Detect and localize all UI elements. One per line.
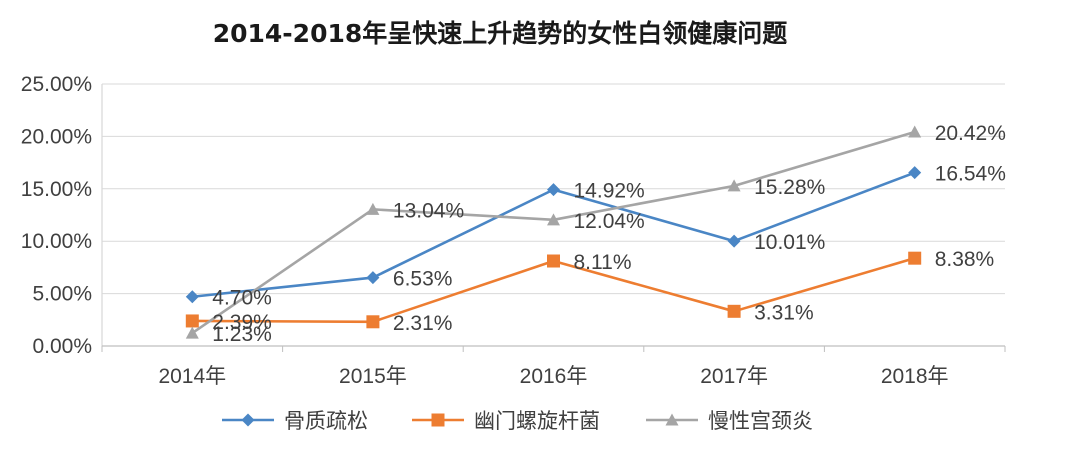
y-tick-label: 15.00% xyxy=(21,178,92,201)
data-label: 2.31% xyxy=(393,312,453,335)
gridlines xyxy=(102,83,1005,295)
legend-label: 骨质疏松 xyxy=(284,409,368,433)
data-label: 12.04% xyxy=(574,210,645,233)
square-marker xyxy=(547,254,560,268)
data-label: 3.31% xyxy=(754,301,814,324)
x-tick-label: 2016年 xyxy=(520,365,588,388)
series-square xyxy=(185,251,922,329)
triangle-marker xyxy=(366,202,380,215)
triangle-marker xyxy=(547,213,560,226)
series-layer xyxy=(185,125,922,339)
legend-entry: 骨质疏松 xyxy=(222,409,368,433)
square-marker xyxy=(908,251,922,265)
triangle-marker xyxy=(665,413,679,426)
data-label: 15.28% xyxy=(754,176,825,199)
x-tick-label: 2015年 xyxy=(339,365,407,388)
y-tick-label: 5.00% xyxy=(32,283,92,306)
triangle-marker xyxy=(727,179,741,192)
legend-label: 幽门螺旋杆菌 xyxy=(474,409,600,433)
diamond-marker xyxy=(366,271,380,285)
legend-entry: 慢性宫颈炎 xyxy=(646,409,813,433)
data-labels: 4.70% 6.53% 14.92% 10.01% 16.54% 2.39% 2.31% 8.… xyxy=(212,122,1006,346)
data-label: 13.04% xyxy=(393,199,464,222)
data-label: 10.01% xyxy=(754,231,825,254)
x-tick-label: 2014年 xyxy=(158,365,226,388)
data-label: 8.38% xyxy=(935,248,995,271)
diamond-marker xyxy=(547,183,560,197)
y-tick-label: 20.00% xyxy=(21,125,92,148)
diamond-marker xyxy=(185,290,199,304)
square-marker xyxy=(727,304,741,318)
data-label: 2.39% xyxy=(212,311,272,334)
diamond-marker xyxy=(241,413,255,427)
y-tick-label: 10.00% xyxy=(21,230,92,253)
y-tick-label: 25.00% xyxy=(21,73,92,96)
series-diamond xyxy=(185,166,922,304)
square-marker xyxy=(431,413,445,427)
square-marker xyxy=(185,314,199,328)
square-marker xyxy=(366,315,380,329)
triangle-marker xyxy=(908,125,922,138)
x-tick-label: 2018年 xyxy=(881,365,949,388)
data-label: 8.11% xyxy=(574,251,632,274)
x-tick-label: 2017年 xyxy=(700,365,768,388)
axes: 0.00% 5.00% 10.00% 15.00% 20.00% 25.00% 2014年 2… xyxy=(21,73,1006,388)
y-tick-label: 0.00% xyxy=(32,335,92,358)
diamond-marker xyxy=(727,234,741,248)
data-label: 6.53% xyxy=(393,268,453,291)
series-triangle xyxy=(185,125,922,339)
legend-label: 慢性宫颈炎 xyxy=(708,409,813,433)
triangle-marker xyxy=(185,326,199,339)
legend-entry: 幽门螺旋杆菌 xyxy=(412,409,600,433)
data-label: 1.23% xyxy=(212,323,272,346)
diamond-marker xyxy=(908,166,922,180)
data-label: 4.70% xyxy=(212,287,272,310)
legend: 骨质疏松 幽门螺旋杆菌 慢性宫颈炎 xyxy=(222,409,813,433)
data-label: 14.92% xyxy=(574,180,645,203)
data-label: 16.54% xyxy=(935,163,1006,186)
chart-title: 2014-2018年呈快速上升趋势的女性白领健康问题 xyxy=(213,19,788,48)
data-label: 20.42% xyxy=(935,122,1006,145)
